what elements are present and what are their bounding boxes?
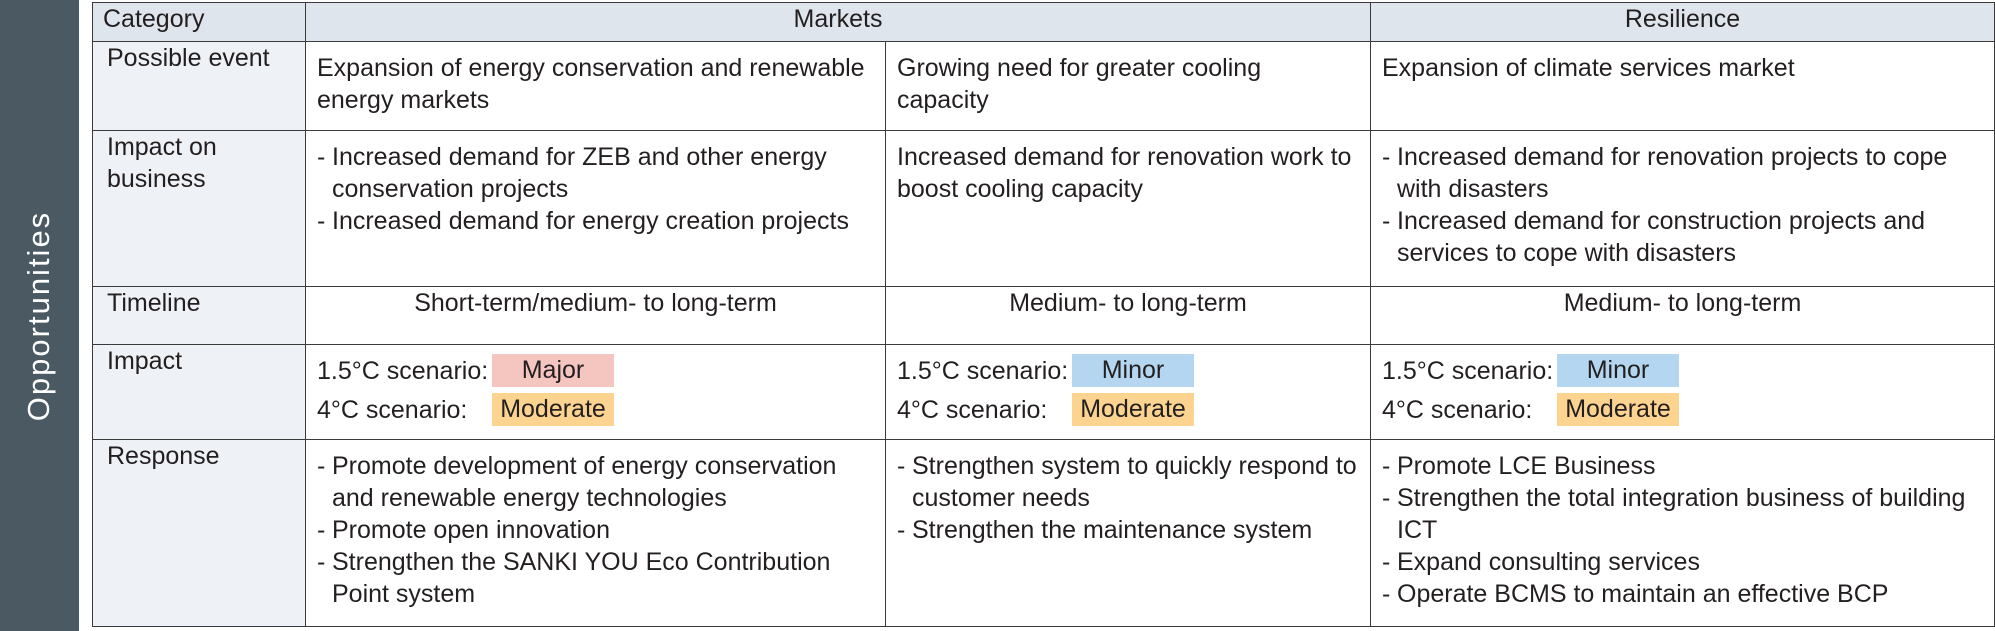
list-item: Expand consulting services <box>1382 546 1983 578</box>
rowhead-possible-event: Possible event <box>92 41 306 131</box>
list-item: Promote open innovation <box>317 514 874 546</box>
impact-markets-1: 1.5°C scenario: Major 4°C scenario: Modera… <box>305 344 886 440</box>
possible-event-resilience: Expansion of climate services market <box>1370 41 1995 131</box>
list-item: Strengthen system to quickly respond to … <box>897 450 1359 514</box>
header-markets: Markets <box>305 2 1371 42</box>
impact-badge: Major <box>492 354 614 387</box>
scenario-label: 1.5°C scenario: <box>897 356 1069 385</box>
impact-resilience: 1.5°C scenario: Minor 4°C scenario: Modera… <box>1370 344 1995 440</box>
scenario-label: 4°C scenario: <box>317 395 468 424</box>
impact-on-business-markets-1: Increased demand for ZEB and other energ… <box>305 130 886 287</box>
header-category: Category <box>92 2 306 42</box>
possible-event-markets-1: Expansion of energy conservation and ren… <box>305 41 886 131</box>
impact-badge: Moderate <box>492 393 614 426</box>
impact-on-business-markets-2: Increased demand for renovation work to … <box>885 130 1371 287</box>
list-item: Increased demand for ZEB and other energ… <box>317 141 874 205</box>
row-timeline: Timeline Short-term/medium- to long-term… <box>92 286 1995 345</box>
impact-badge: Minor <box>1557 354 1679 387</box>
list-item: Strengthen the maintenance system <box>897 514 1359 546</box>
scenario-label: 1.5°C scenario: <box>317 356 489 385</box>
header-row: Category Markets Resilience <box>92 2 1995 42</box>
list-item: Operate BCMS to maintain an effective BC… <box>1382 578 1983 610</box>
opportunities-table: Category Markets Resilience Possible eve… <box>92 2 1995 627</box>
timeline-resilience: Medium- to long-term <box>1370 286 1995 345</box>
header-resilience: Resilience <box>1370 2 1995 42</box>
opportunities-side-band: Opportunities <box>0 0 79 631</box>
row-possible-event: Possible event Expansion of energy conse… <box>92 41 1995 131</box>
timeline-markets-2: Medium- to long-term <box>885 286 1371 345</box>
rowhead-impact-on-business: Impact on business <box>92 130 306 287</box>
scenario-label: 4°C scenario: <box>1382 395 1533 424</box>
row-impact: Impact 1.5°C scenario: Major 4°C scenario… <box>92 344 1995 440</box>
impact-markets-2: 1.5°C scenario: Minor 4°C scenario: Modera… <box>885 344 1371 440</box>
row-response: Response Promote development of energy c… <box>92 439 1995 627</box>
rowhead-response: Response <box>92 439 306 627</box>
impact-badge: Moderate <box>1557 393 1679 426</box>
rowhead-impact: Impact <box>92 344 306 440</box>
list-item: Strengthen the total integration busines… <box>1382 482 1983 546</box>
possible-event-markets-2: Growing need for greater cooling capacit… <box>885 41 1371 131</box>
list-item: Promote development of energy conservati… <box>317 450 874 514</box>
row-impact-on-business: Impact on business Increased demand for … <box>92 130 1995 287</box>
list-item: Strengthen the SANKI YOU Eco Contributio… <box>317 546 874 610</box>
timeline-markets-1: Short-term/medium- to long-term <box>305 286 886 345</box>
impact-badge: Moderate <box>1072 393 1194 426</box>
list-item: Increased demand for construction projec… <box>1382 205 1983 269</box>
response-markets-2: Strengthen system to quickly respond to … <box>885 439 1371 627</box>
opportunities-label: Opportunities <box>21 210 57 421</box>
scenario-label: 4°C scenario: <box>897 395 1048 424</box>
response-markets-1: Promote development of energy conservati… <box>305 439 886 627</box>
list-item: Increased demand for renovation projects… <box>1382 141 1983 205</box>
scenario-label: 1.5°C scenario: <box>1382 356 1554 385</box>
list-item: Increased demand for energy creation pro… <box>317 205 874 237</box>
rowhead-timeline: Timeline <box>92 286 306 345</box>
impact-badge: Minor <box>1072 354 1194 387</box>
list-item: Promote LCE Business <box>1382 450 1983 482</box>
impact-on-business-resilience: Increased demand for renovation projects… <box>1370 130 1995 287</box>
response-resilience: Promote LCE Business Strengthen the tota… <box>1370 439 1995 627</box>
